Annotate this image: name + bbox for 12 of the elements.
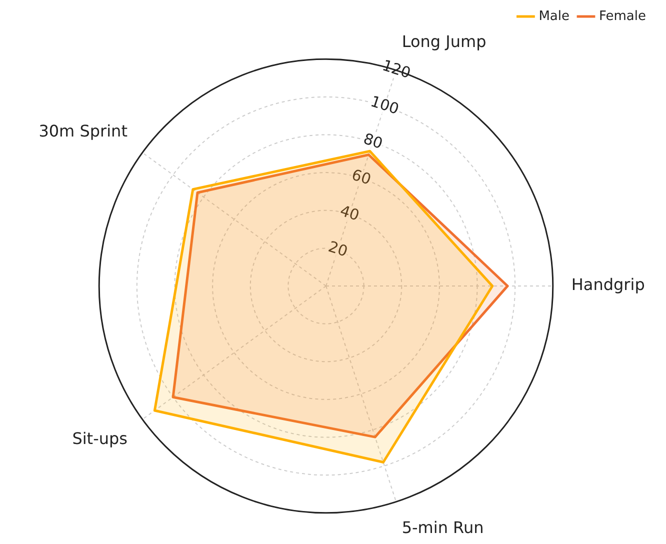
spoke-label: Sit-ups xyxy=(72,428,128,448)
spoke-label: 30m Sprint xyxy=(38,121,128,140)
legend-label: Female xyxy=(598,8,646,24)
y-tick-label: 20 xyxy=(326,237,350,260)
spoke-label: Long Jump xyxy=(402,32,486,52)
spoke-label: Handgrip xyxy=(571,275,645,294)
y-tick-label: 60 xyxy=(350,166,374,189)
spoke-label: 5-min Run xyxy=(402,518,484,538)
y-tick-label: 40 xyxy=(338,202,362,225)
legend-label: Male xyxy=(538,8,570,24)
y-tick-label: 80 xyxy=(361,130,385,153)
y-tick-label: 100 xyxy=(368,92,402,118)
